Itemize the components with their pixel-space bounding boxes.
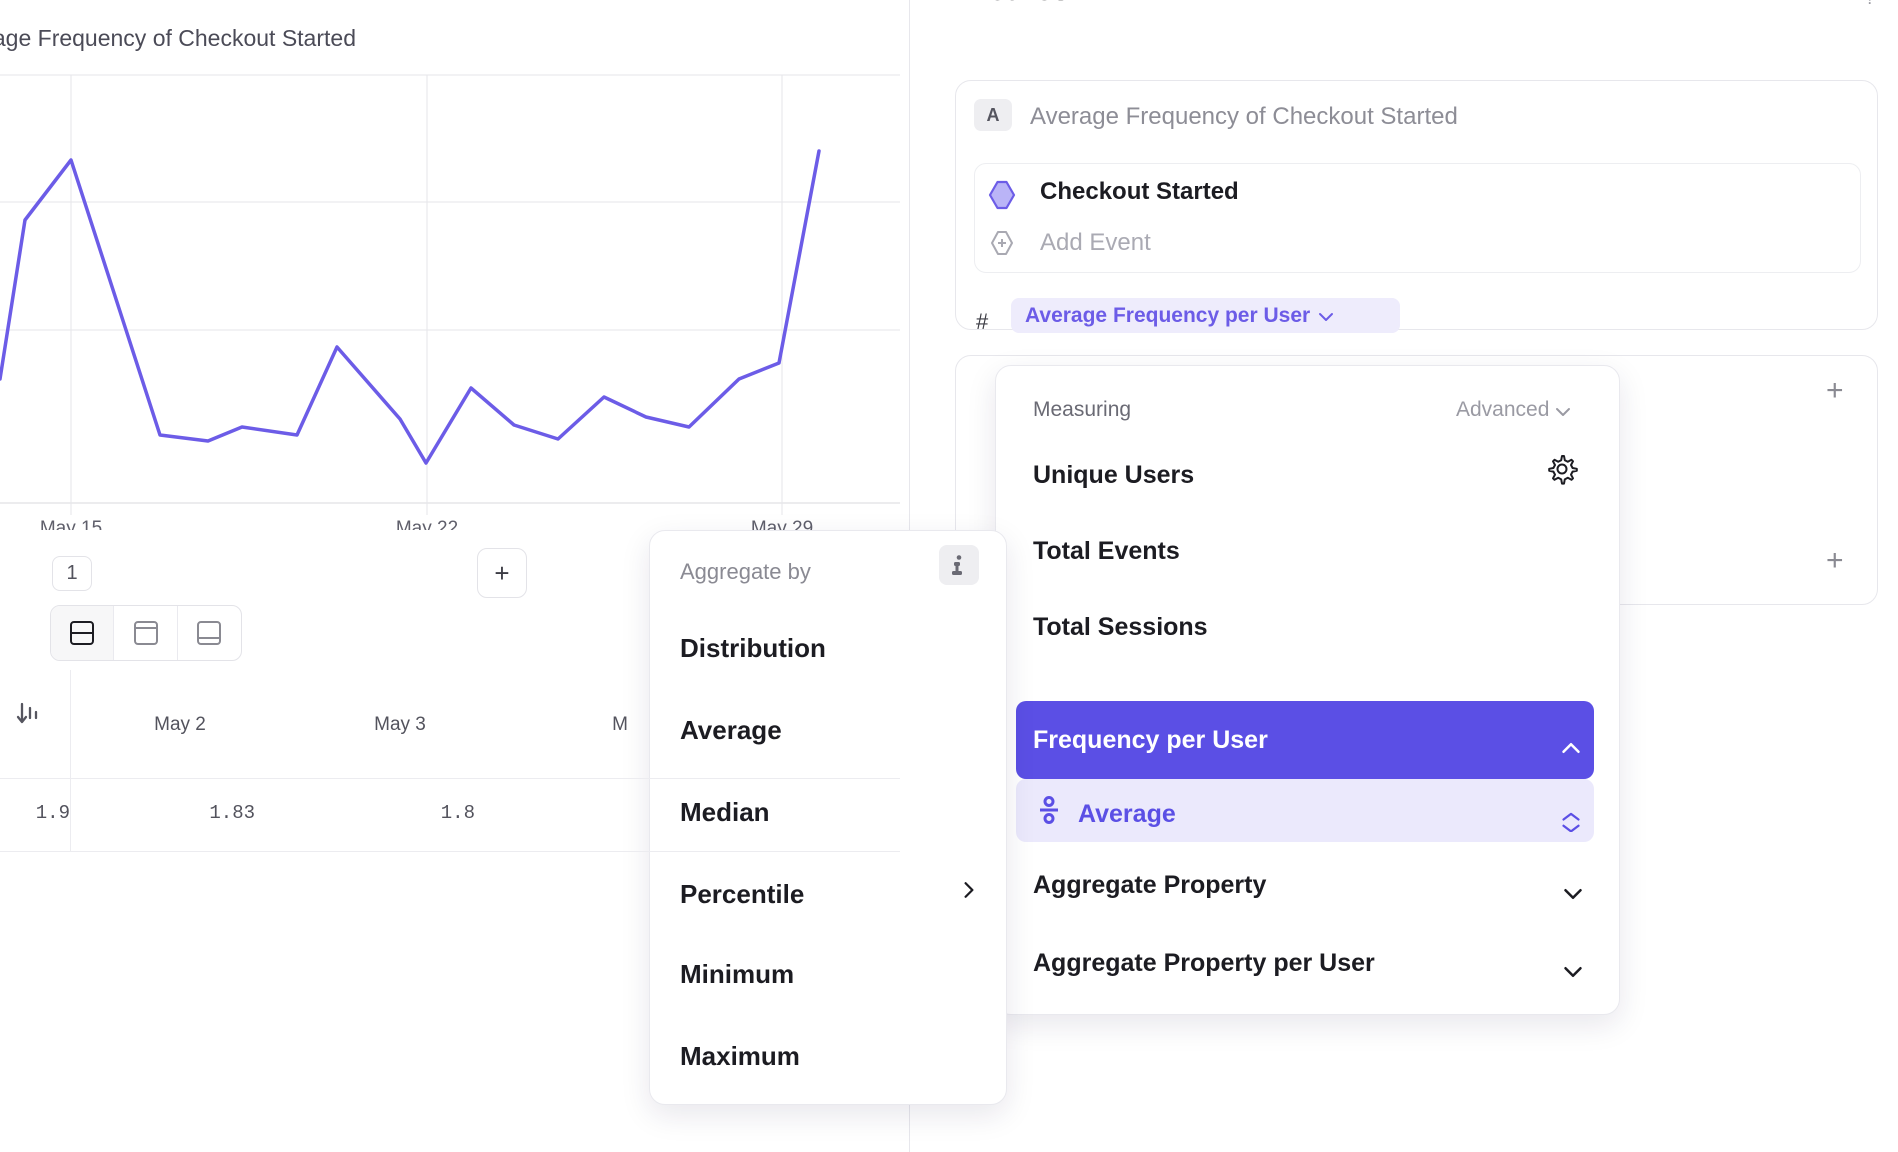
svg-text:May 29: May 29	[751, 518, 813, 530]
svg-text:May 22: May 22	[396, 518, 458, 530]
svg-text:May 15: May 15	[40, 518, 102, 530]
